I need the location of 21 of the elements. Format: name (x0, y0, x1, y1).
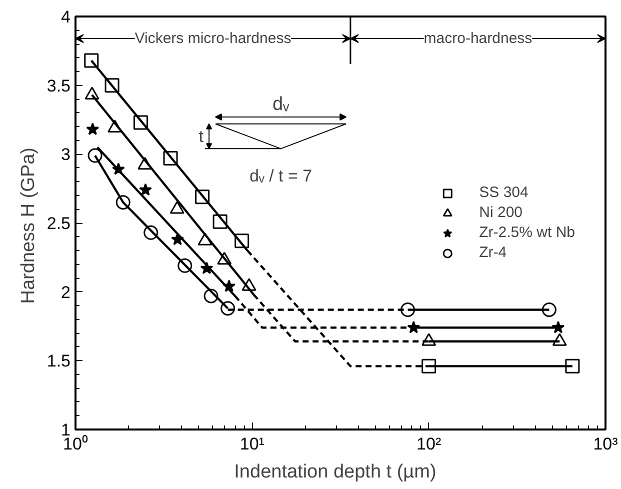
x-tick-label: 10² (416, 434, 442, 454)
legend-label: Ni 200 (479, 204, 522, 221)
annotation: macro-hardness (424, 30, 532, 48)
y-tick-label: 2.5 (46, 214, 71, 233)
y-axis-title: Hardness H (GPa) (18, 147, 39, 304)
x-tick-label: 10¹ (240, 434, 265, 454)
y-tick-label: 3 (61, 145, 71, 164)
y-tick-label: 3.5 (46, 76, 71, 96)
annotation: dᵥ / t = 7 (249, 166, 312, 186)
y-tick-label: 1.5 (46, 352, 71, 371)
annotation: t (198, 126, 204, 146)
legend-label: Zr-4 (479, 244, 507, 261)
y-tick-label: 4 (61, 8, 71, 26)
legend-label: Zr-2.5% wt Nb (479, 224, 575, 241)
x-tick-label: 10⁰ (63, 434, 88, 454)
annotation: Vickers micro-hardness (134, 30, 292, 48)
x-axis-title: Indentation depth t (µm) (234, 462, 436, 482)
legend-label: SS 304 (479, 184, 528, 201)
annotation: dᵥ (272, 94, 290, 116)
y-tick-label: 2 (61, 282, 71, 302)
x-tick-label: 10³ (593, 434, 618, 454)
